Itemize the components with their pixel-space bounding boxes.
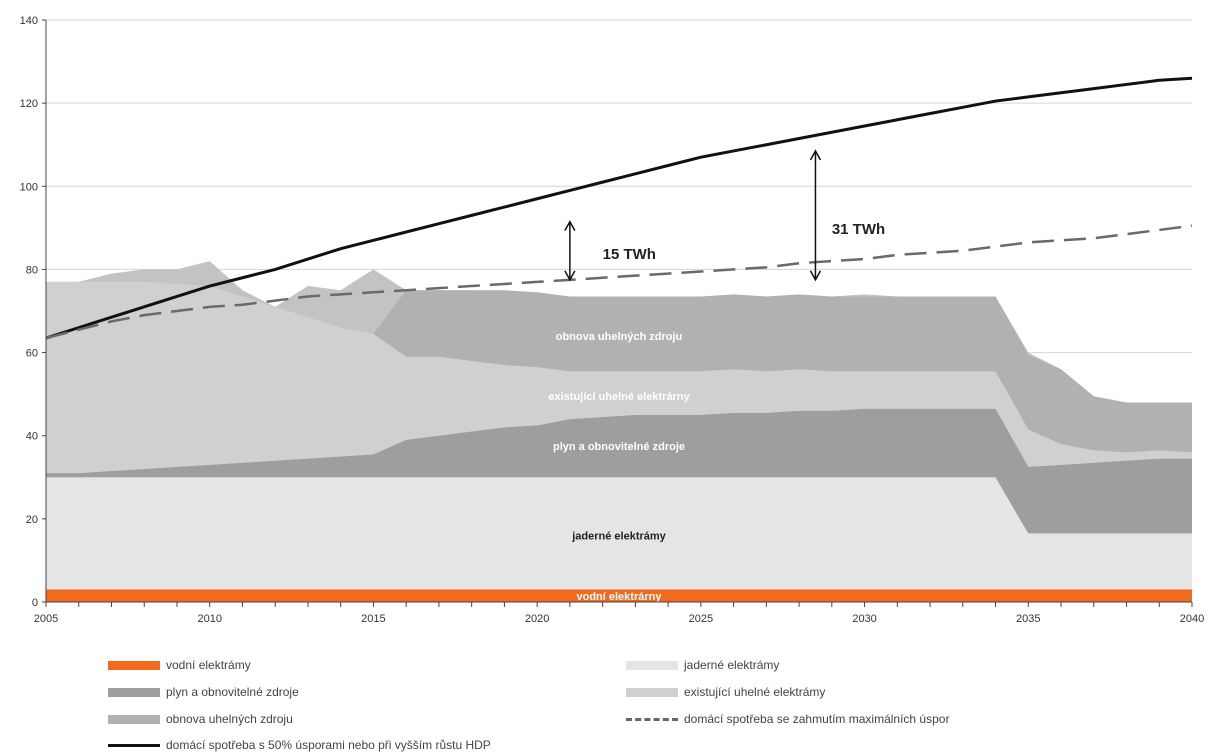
legend-item-coal-renewal: obnova uhelných zdroju	[108, 712, 293, 726]
x-tick-label-2035: 2035	[1016, 613, 1040, 625]
area-label-jaderne-elektramy: jaderné elektrámy	[571, 530, 666, 542]
legend-label-hydro: vodní elektrámy	[166, 658, 251, 672]
area-label-existujici-uhelne-elektrarny: existující uhelné elektrárny	[548, 391, 690, 403]
chart-svg: vodní elektrárny jaderné elektrámy plyn a …	[20, 15, 1205, 625]
y-tick-label-100: 100	[20, 181, 38, 193]
area-label-vodni-elektrarny: vodní elektrárny	[577, 591, 663, 603]
y-tick-label-120: 120	[20, 98, 38, 110]
legend-item-gas-renewables: plyn a obnovitelné zdroje	[108, 685, 299, 699]
line-domaci-spotreba-s-50-usporami-nebo-pri-vyssim-rustu-hdp	[45, 76, 1193, 340]
annotation-arrowhead-top-1	[809, 149, 822, 161]
legend-label-max-savings: domácí spotřeba se zahmutím maximálních …	[684, 712, 950, 726]
legend-line-50pct-savings	[108, 743, 160, 747]
y-tick-label-0: 0	[32, 597, 38, 609]
area-vodni-elektrarny	[46, 589, 1192, 602]
annotation-text-1: 31 TWh	[832, 221, 885, 238]
y-tick-label-140: 140	[20, 15, 38, 27]
legend-swatch-gas-renewables	[108, 687, 160, 697]
line-domaci-spotreba-se-zahrnutim-maximalnich-uspor	[45, 224, 1193, 340]
legend-swatch-nuclear	[626, 660, 678, 670]
legend-item-hydro: vodní elektrámy	[108, 658, 251, 672]
x-tick-label-2005: 2005	[34, 613, 58, 625]
area-jaderne-elektramy	[46, 477, 1192, 590]
x-tick-label-2025: 2025	[689, 613, 713, 625]
x-tick-label-2040: 2040	[1180, 613, 1204, 625]
legend-label-gas-renewables: plyn a obnovitelné zdroje	[166, 685, 299, 699]
legend-swatch-existing-coal	[626, 687, 678, 697]
legend-label-50pct-savings: domácí spotřeba s 50% úsporami nebo při …	[166, 738, 491, 752]
area-label-obnova-uhelnych-zdroju: obnova uhelných zdroju	[556, 331, 683, 343]
area-label-plyn-a-obnovitelne-zdroje: plyn a obnovitelné zdroje	[553, 441, 685, 453]
area-plyn-a-obnovitelne-zdroje	[46, 408, 1192, 534]
annotation-arrowhead-bottom-0	[564, 270, 576, 282]
legend-swatch-coal-renewal	[108, 714, 160, 724]
annotation-arrowhead-bottom-1	[809, 270, 822, 282]
x-tick-label-2015: 2015	[361, 613, 385, 625]
legend-item-existing-coal: existující uhelné elektrámy	[626, 685, 825, 699]
y-tick-label-20: 20	[26, 514, 38, 526]
legend-label-nuclear: jaderné elektrámy	[684, 658, 780, 672]
y-tick-label-40: 40	[26, 431, 38, 443]
y-tick-label-60: 60	[26, 348, 38, 360]
legend-label-existing-coal: existující uhelné elektrámy	[684, 685, 826, 699]
x-tick-label-2020: 2020	[525, 613, 549, 625]
legend: vodní elektrámy jaderné elektrámy plyn a…	[0, 650, 1208, 753]
legend-item-50pct-savings: domácí spotřeba s 50% úsporami nebo při …	[108, 738, 491, 752]
legend-label-coal-renewal: obnova uhelných zdroju	[166, 712, 293, 726]
area-obnova-uhelnych-zdroju	[46, 281, 1192, 453]
area-existujici-uhelne-elektrarny	[46, 281, 1192, 474]
legend-item-max-savings: domácí spotřeba se zahmutím maximálních …	[626, 712, 949, 726]
legend-item-nuclear: jaderné elektrámy	[626, 658, 779, 672]
x-tick-label-2030: 2030	[852, 613, 876, 625]
annotation-text-0: 15 TWh	[603, 246, 656, 263]
x-tick-label-2010: 2010	[197, 613, 221, 625]
annotation-arrowhead-top-0	[564, 220, 576, 231]
y-tick-label-80: 80	[26, 264, 38, 276]
legend-dash-max-savings	[626, 717, 678, 721]
legend-swatch-hydro	[108, 660, 160, 670]
